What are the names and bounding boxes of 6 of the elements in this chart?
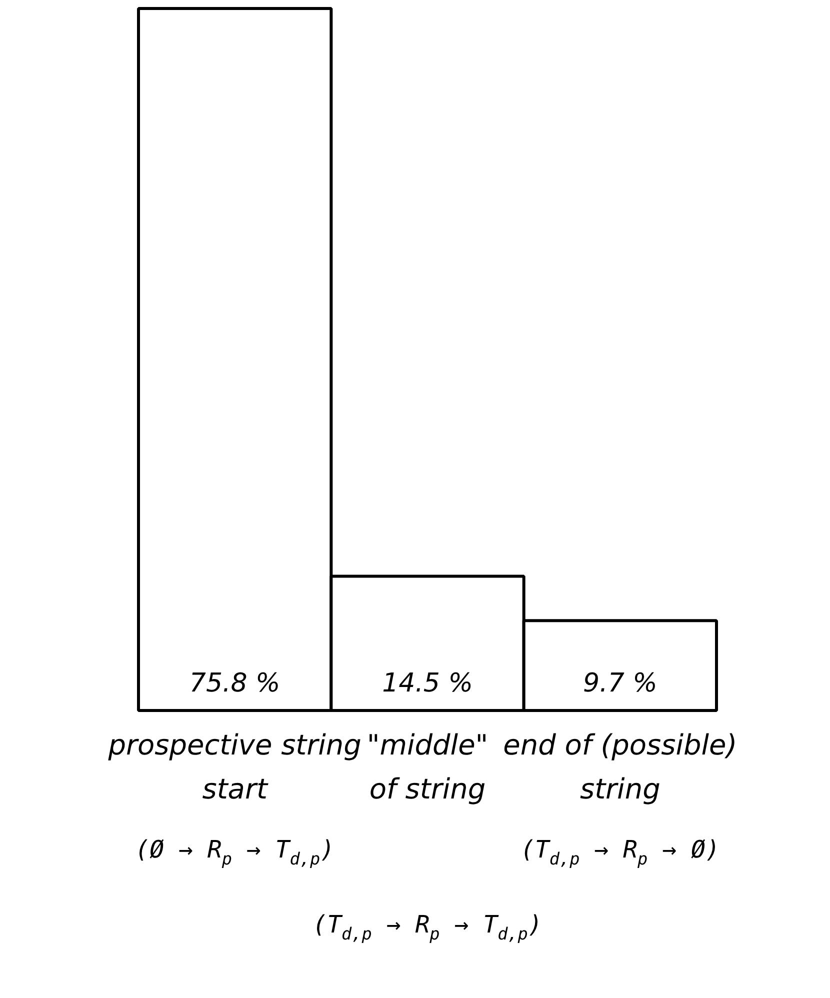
x-tick-label: end of (possible) string xyxy=(503,728,738,806)
data-label: 75.8 % xyxy=(189,668,280,698)
data-label: 9.7 % xyxy=(583,668,658,698)
x-tick-label: "middle" of string xyxy=(366,728,488,806)
x-tick-label: prospective string start xyxy=(107,728,362,806)
data-label: 14.5 % xyxy=(382,668,473,698)
